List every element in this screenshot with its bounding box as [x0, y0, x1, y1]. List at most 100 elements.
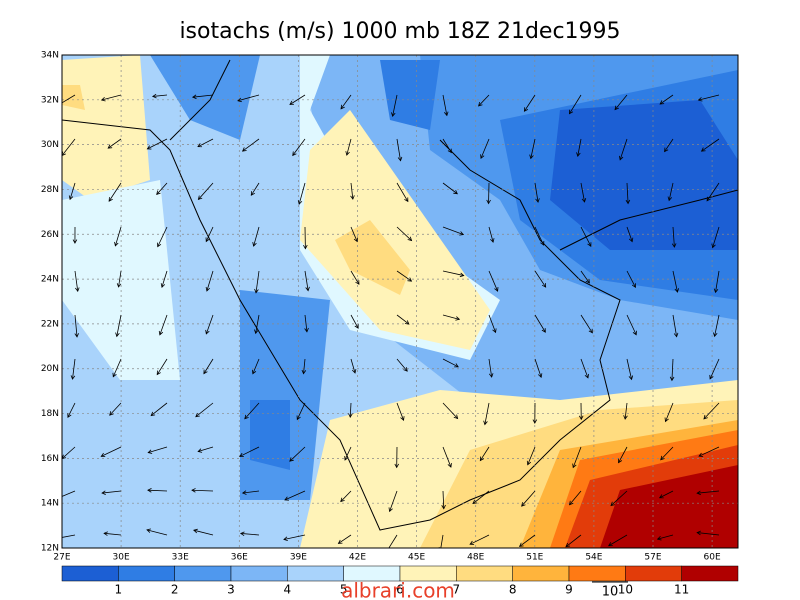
- wind-arrow: [159, 314, 168, 335]
- arrow-head: [146, 528, 151, 533]
- arrow-head: [459, 272, 465, 278]
- wind-arrow: [442, 270, 464, 276]
- arrow-head: [205, 237, 210, 243]
- lat-label: 12N: [41, 544, 59, 554]
- wind-arrow: [157, 226, 168, 247]
- arrow-head: [526, 460, 532, 466]
- wind-arrow: [150, 402, 168, 416]
- wind-arrow: [396, 138, 401, 161]
- arrow-head: [252, 369, 257, 375]
- arrow-head: [478, 101, 483, 107]
- wind-arrow: [304, 314, 308, 332]
- lon-label: 51E: [526, 553, 543, 563]
- wind-arrow: [102, 490, 122, 494]
- arrow-head: [469, 540, 475, 545]
- arrow-head: [441, 504, 446, 510]
- arrow-head: [713, 332, 718, 338]
- wind-arrow: [346, 138, 352, 156]
- arrow-head: [116, 283, 122, 288]
- arrow-head: [480, 154, 485, 160]
- arrow-head: [197, 143, 203, 148]
- arrow-head: [115, 332, 120, 338]
- arrow-head: [100, 96, 106, 102]
- wind-arrow: [664, 138, 674, 152]
- wind-arrow: [296, 402, 306, 420]
- wind-arrow: [442, 182, 458, 195]
- wind-arrow: [572, 446, 582, 468]
- lon-label: 45E: [408, 553, 425, 563]
- arrow-head: [587, 242, 592, 247]
- colorbar-label: 10: [618, 583, 633, 597]
- arrow-head: [146, 145, 152, 150]
- wind-arrow: [660, 446, 674, 460]
- wind-arrow: [62, 534, 76, 538]
- arrow-head: [537, 373, 543, 379]
- arrow-head: [576, 152, 581, 157]
- lat-label: 20N: [41, 364, 59, 374]
- wind-arrow: [69, 182, 76, 200]
- wind-arrow: [577, 138, 582, 157]
- wind-arrow: [608, 534, 628, 547]
- arrow-head: [351, 368, 357, 374]
- wind-arrow: [350, 270, 360, 285]
- colorbar-label: 4: [284, 583, 292, 597]
- wind-arrow: [534, 314, 546, 333]
- wind-arrow: [193, 529, 214, 536]
- arrow-head: [397, 156, 403, 162]
- wind-arrow: [697, 490, 720, 494]
- wind-arrow: [478, 94, 490, 107]
- arrow-head: [479, 456, 485, 462]
- arrow-head: [632, 330, 637, 336]
- arrow-head: [203, 369, 208, 375]
- arrow-head: [394, 463, 400, 469]
- wind-arrow: [524, 94, 536, 112]
- arrow-head: [407, 277, 413, 282]
- wind-arrow: [488, 358, 493, 378]
- colorbar-box: [568, 565, 626, 582]
- wind-arrow: [242, 138, 260, 152]
- arrow-head: [532, 419, 538, 424]
- arrow-head: [608, 542, 613, 547]
- wind-arrow: [252, 358, 260, 374]
- arrow-head: [385, 550, 388, 554]
- arrow-head: [459, 231, 465, 236]
- arrow-head: [518, 542, 524, 547]
- arrow-head: [447, 148, 452, 154]
- wind-arrow: [534, 358, 542, 378]
- wind-arrow: [580, 182, 585, 203]
- wind-arrow: [442, 138, 452, 153]
- wind-arrow: [396, 182, 409, 202]
- arrow-head: [569, 109, 574, 115]
- arrow-head: [237, 97, 242, 103]
- wind-arrow: [62, 446, 76, 459]
- arrow-head: [713, 288, 719, 294]
- wind-arrow: [350, 226, 358, 242]
- wind-arrow: [657, 534, 674, 540]
- lon-label: 48E: [467, 553, 484, 563]
- wind-arrow: [709, 358, 720, 380]
- wind-arrow: [698, 446, 720, 457]
- arrow-head: [74, 333, 79, 338]
- wind-arrow: [488, 270, 498, 292]
- wind-arrow: [338, 534, 352, 544]
- lon-label: 60E: [704, 553, 721, 563]
- arrow-head: [75, 287, 80, 293]
- arrow-head: [521, 502, 526, 507]
- wind-arrow: [195, 402, 214, 418]
- wind-arrow: [442, 226, 464, 235]
- arrow-head: [289, 457, 294, 462]
- wind-arrow: [244, 402, 260, 420]
- arrow-head: [628, 375, 634, 381]
- wind-arrow: [440, 534, 444, 548]
- arrow-head: [585, 278, 590, 284]
- colorbar-box: [287, 565, 344, 582]
- wind-arrow: [206, 270, 214, 292]
- arrow-head: [296, 415, 301, 421]
- wind-arrow: [284, 490, 306, 501]
- arrow-head: [254, 329, 259, 335]
- arrow-head: [529, 154, 534, 160]
- lon-label: 42E: [349, 553, 366, 563]
- wind-arrow: [714, 314, 720, 337]
- wind-arrow: [469, 534, 490, 545]
- wind-arrow: [534, 226, 544, 246]
